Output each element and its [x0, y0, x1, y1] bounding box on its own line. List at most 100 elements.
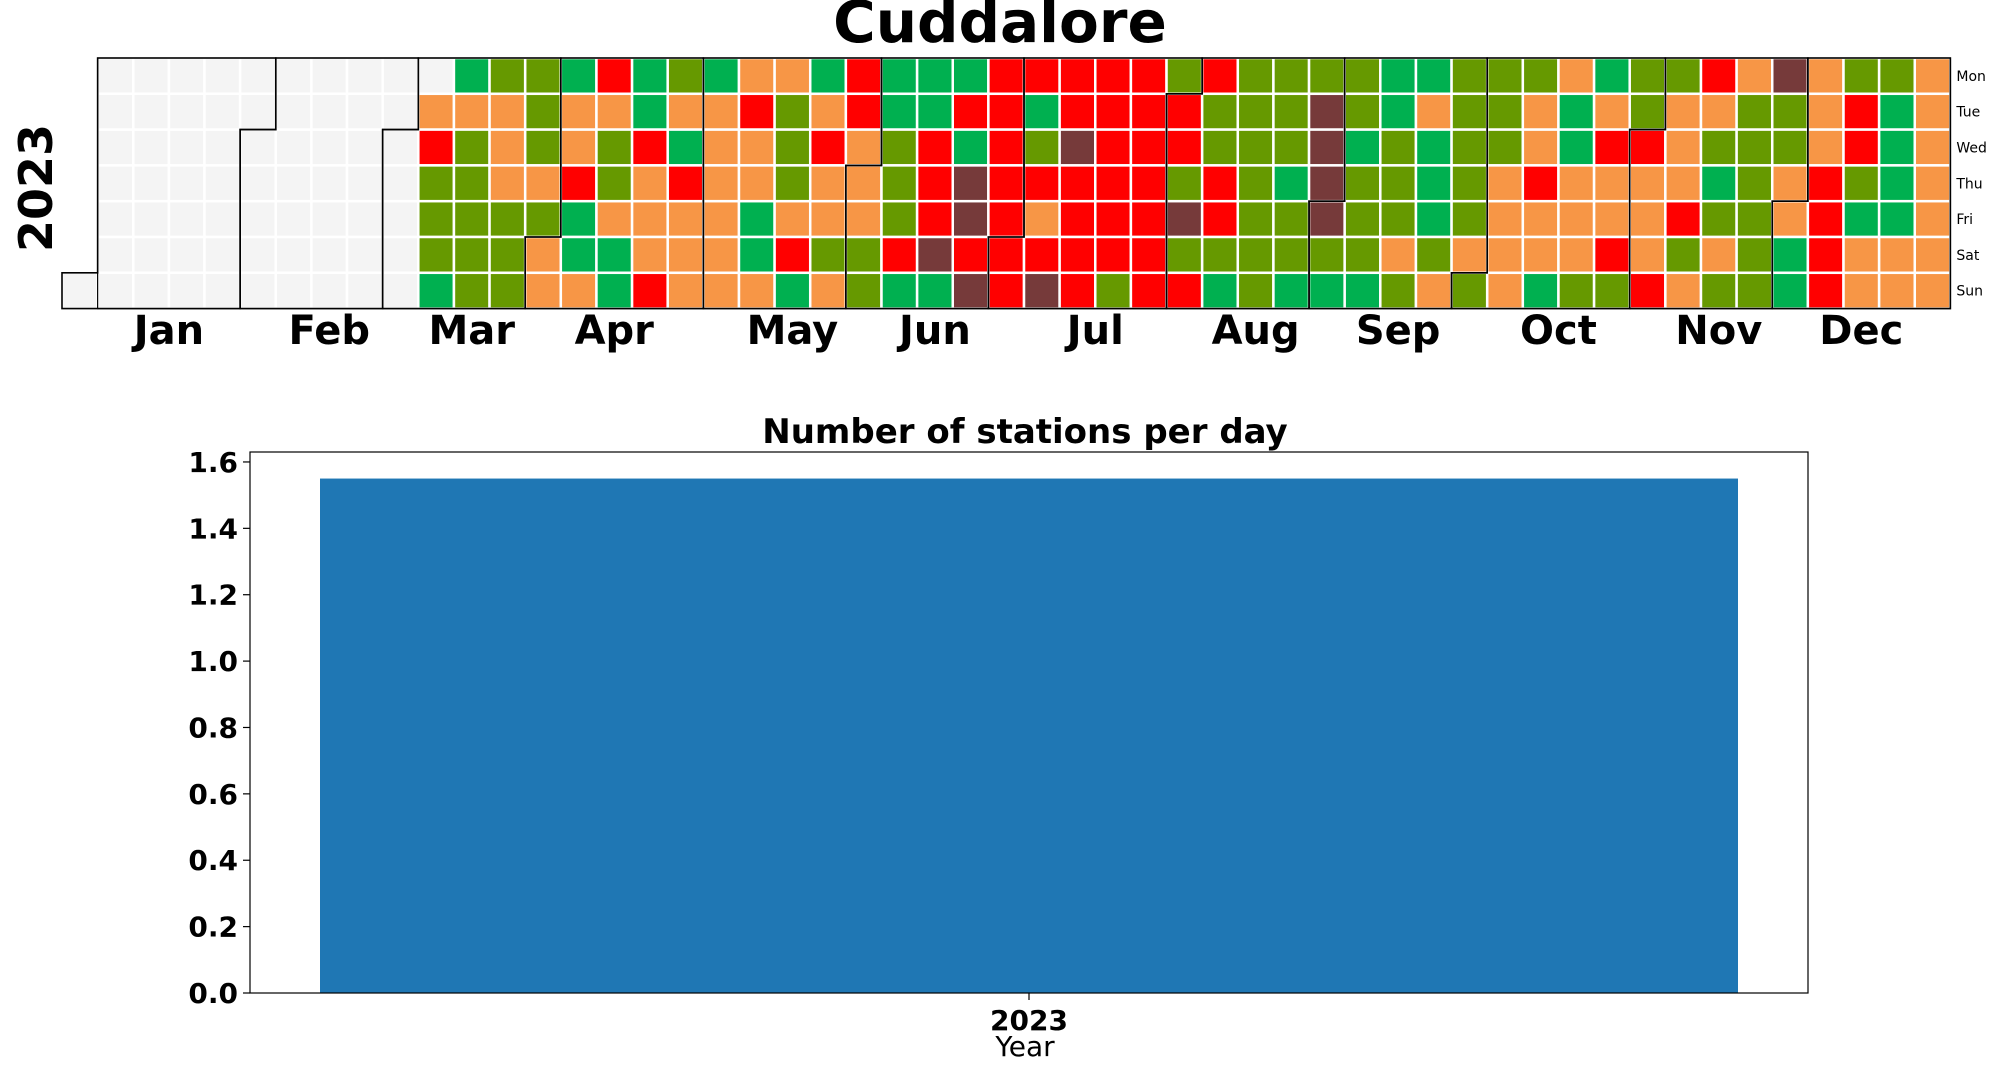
calendar-day-cell	[1521, 199, 1560, 239]
calendar-day-cell	[1592, 199, 1631, 239]
calendar-day-cell	[773, 56, 812, 96]
calendar-day-cell	[1770, 271, 1810, 310]
calendar-day-cell	[1414, 56, 1453, 96]
calendar-day-cell	[1379, 199, 1418, 239]
calendar-day-cell	[951, 92, 990, 131]
calendar-day-cell	[274, 199, 313, 239]
calendar-day-cell	[880, 199, 919, 239]
calendar-day-cell	[238, 56, 278, 96]
calendar-day-cell	[167, 92, 206, 131]
calendar-day-cell	[1450, 235, 1489, 275]
x-tick-label: 2023	[990, 1004, 1068, 1037]
calendar-day-cell	[1592, 92, 1631, 131]
weekday-label-thu: Thu	[1955, 176, 1982, 192]
calendar-day-cell	[880, 271, 919, 310]
calendar-day-cell	[1129, 199, 1168, 239]
calendar-day-cell	[702, 271, 741, 310]
calendar-day-cell	[666, 271, 705, 310]
calendar-day-cell	[1022, 235, 1061, 275]
calendar-day-cell	[737, 128, 776, 167]
calendar-day-cell	[1806, 235, 1845, 275]
calendar-day-cell	[523, 164, 563, 203]
calendar-day-cell	[1058, 235, 1097, 275]
calendar-day-cell	[1236, 56, 1275, 96]
calendar-day-cell	[1058, 128, 1097, 167]
calendar-day-cell	[630, 92, 669, 131]
calendar-day-cell	[345, 235, 384, 275]
calendar-day-cell	[559, 235, 598, 275]
calendar-day-cell	[1877, 271, 1917, 310]
calendar-day-cell	[1557, 128, 1596, 167]
calendar-day-cell	[1022, 199, 1061, 239]
calendar-day-cell	[1592, 235, 1631, 275]
calendar-day-cell	[1913, 56, 1952, 96]
calendar-day-cell	[1664, 92, 1703, 131]
month-label-jul: Jul	[1064, 308, 1124, 354]
calendar-day-cell	[1806, 56, 1845, 96]
calendar-day-cell	[1414, 271, 1453, 310]
calendar-day-cell	[1628, 164, 1667, 203]
calendar-day-cell	[1877, 128, 1917, 167]
calendar-day-cell	[1913, 271, 1952, 310]
calendar-day-cell	[1307, 235, 1346, 275]
calendar-day-cell	[773, 199, 812, 239]
calendar-day-cell	[417, 199, 456, 239]
calendar-day-cell	[1485, 235, 1525, 275]
calendar-day-cell	[1557, 235, 1596, 275]
calendar-day-cell	[417, 56, 456, 96]
calendar-day-cell	[1414, 128, 1453, 167]
month-label-dec: Dec	[1819, 308, 1903, 354]
calendar-day-cell	[1699, 271, 1738, 310]
calendar-day-cell	[1806, 164, 1845, 203]
bar-chart: Number of stations per day 2023 0.0 0.2 0.4…	[188, 412, 1809, 1063]
month-label-mar: Mar	[428, 308, 515, 354]
calendar-day-cell	[203, 56, 242, 96]
calendar-day-cell	[1094, 164, 1133, 203]
calendar-day-cell	[915, 235, 954, 275]
calendar-day-cell	[951, 128, 990, 167]
calendar-day-cell	[523, 56, 563, 96]
calendar-day-cell	[488, 128, 527, 167]
y-tick-label: 1.2	[188, 579, 238, 612]
calendar-day-cell	[96, 271, 135, 310]
calendar-day-cell	[452, 92, 491, 131]
calendar-day-cell	[1770, 92, 1810, 131]
calendar-day-cell	[1842, 271, 1881, 310]
calendar-day-cell	[987, 271, 1026, 310]
calendar-day-cell	[1628, 235, 1667, 275]
calendar-month-borders	[61, 57, 1952, 310]
calendar-day-cell	[1521, 271, 1560, 310]
calendar-day-cell	[1521, 164, 1560, 203]
calendar-day-cell	[666, 56, 705, 96]
bar-chart-title: Number of stations per day	[762, 412, 1287, 452]
calendar-day-cell	[1129, 271, 1168, 310]
calendar-day-cell	[844, 271, 883, 310]
calendar-day-cell	[773, 128, 812, 167]
calendar-day-cell	[1272, 128, 1311, 167]
calendar-day-cell	[1307, 128, 1346, 167]
calendar-day-cell	[880, 56, 919, 96]
calendar-day-cell	[96, 235, 135, 275]
calendar-day-cell	[737, 164, 776, 203]
calendar-day-cell	[595, 56, 634, 96]
calendar-day-cell	[1165, 164, 1204, 203]
calendar-day-cell	[1913, 164, 1952, 203]
calendar-day-cell	[203, 92, 242, 131]
calendar-day-cell	[523, 271, 563, 310]
calendar-day-cell	[452, 56, 491, 96]
calendar-day-cell	[773, 271, 812, 310]
calendar-day-cell	[274, 235, 313, 275]
calendar-day-cell	[1664, 56, 1703, 96]
calendar-day-cell	[880, 164, 919, 203]
calendar-day-cell	[523, 235, 563, 275]
calendar-day-cell	[488, 164, 527, 203]
calendar-day-cell	[310, 164, 349, 203]
calendar-day-cell	[1379, 128, 1418, 167]
bar-plot-area: 2023 0.0 0.2 0.4 0.6 0.8 1.0 1.2 1.4 1.6	[188, 446, 1809, 1037]
calendar-day-cell	[167, 164, 206, 203]
calendar-day-cell	[238, 271, 278, 310]
calendar-day-cell	[1770, 128, 1810, 167]
calendar-day-cell	[1414, 164, 1453, 203]
calendar-day-cell	[1094, 199, 1133, 239]
calendar-day-cell	[1343, 128, 1382, 167]
